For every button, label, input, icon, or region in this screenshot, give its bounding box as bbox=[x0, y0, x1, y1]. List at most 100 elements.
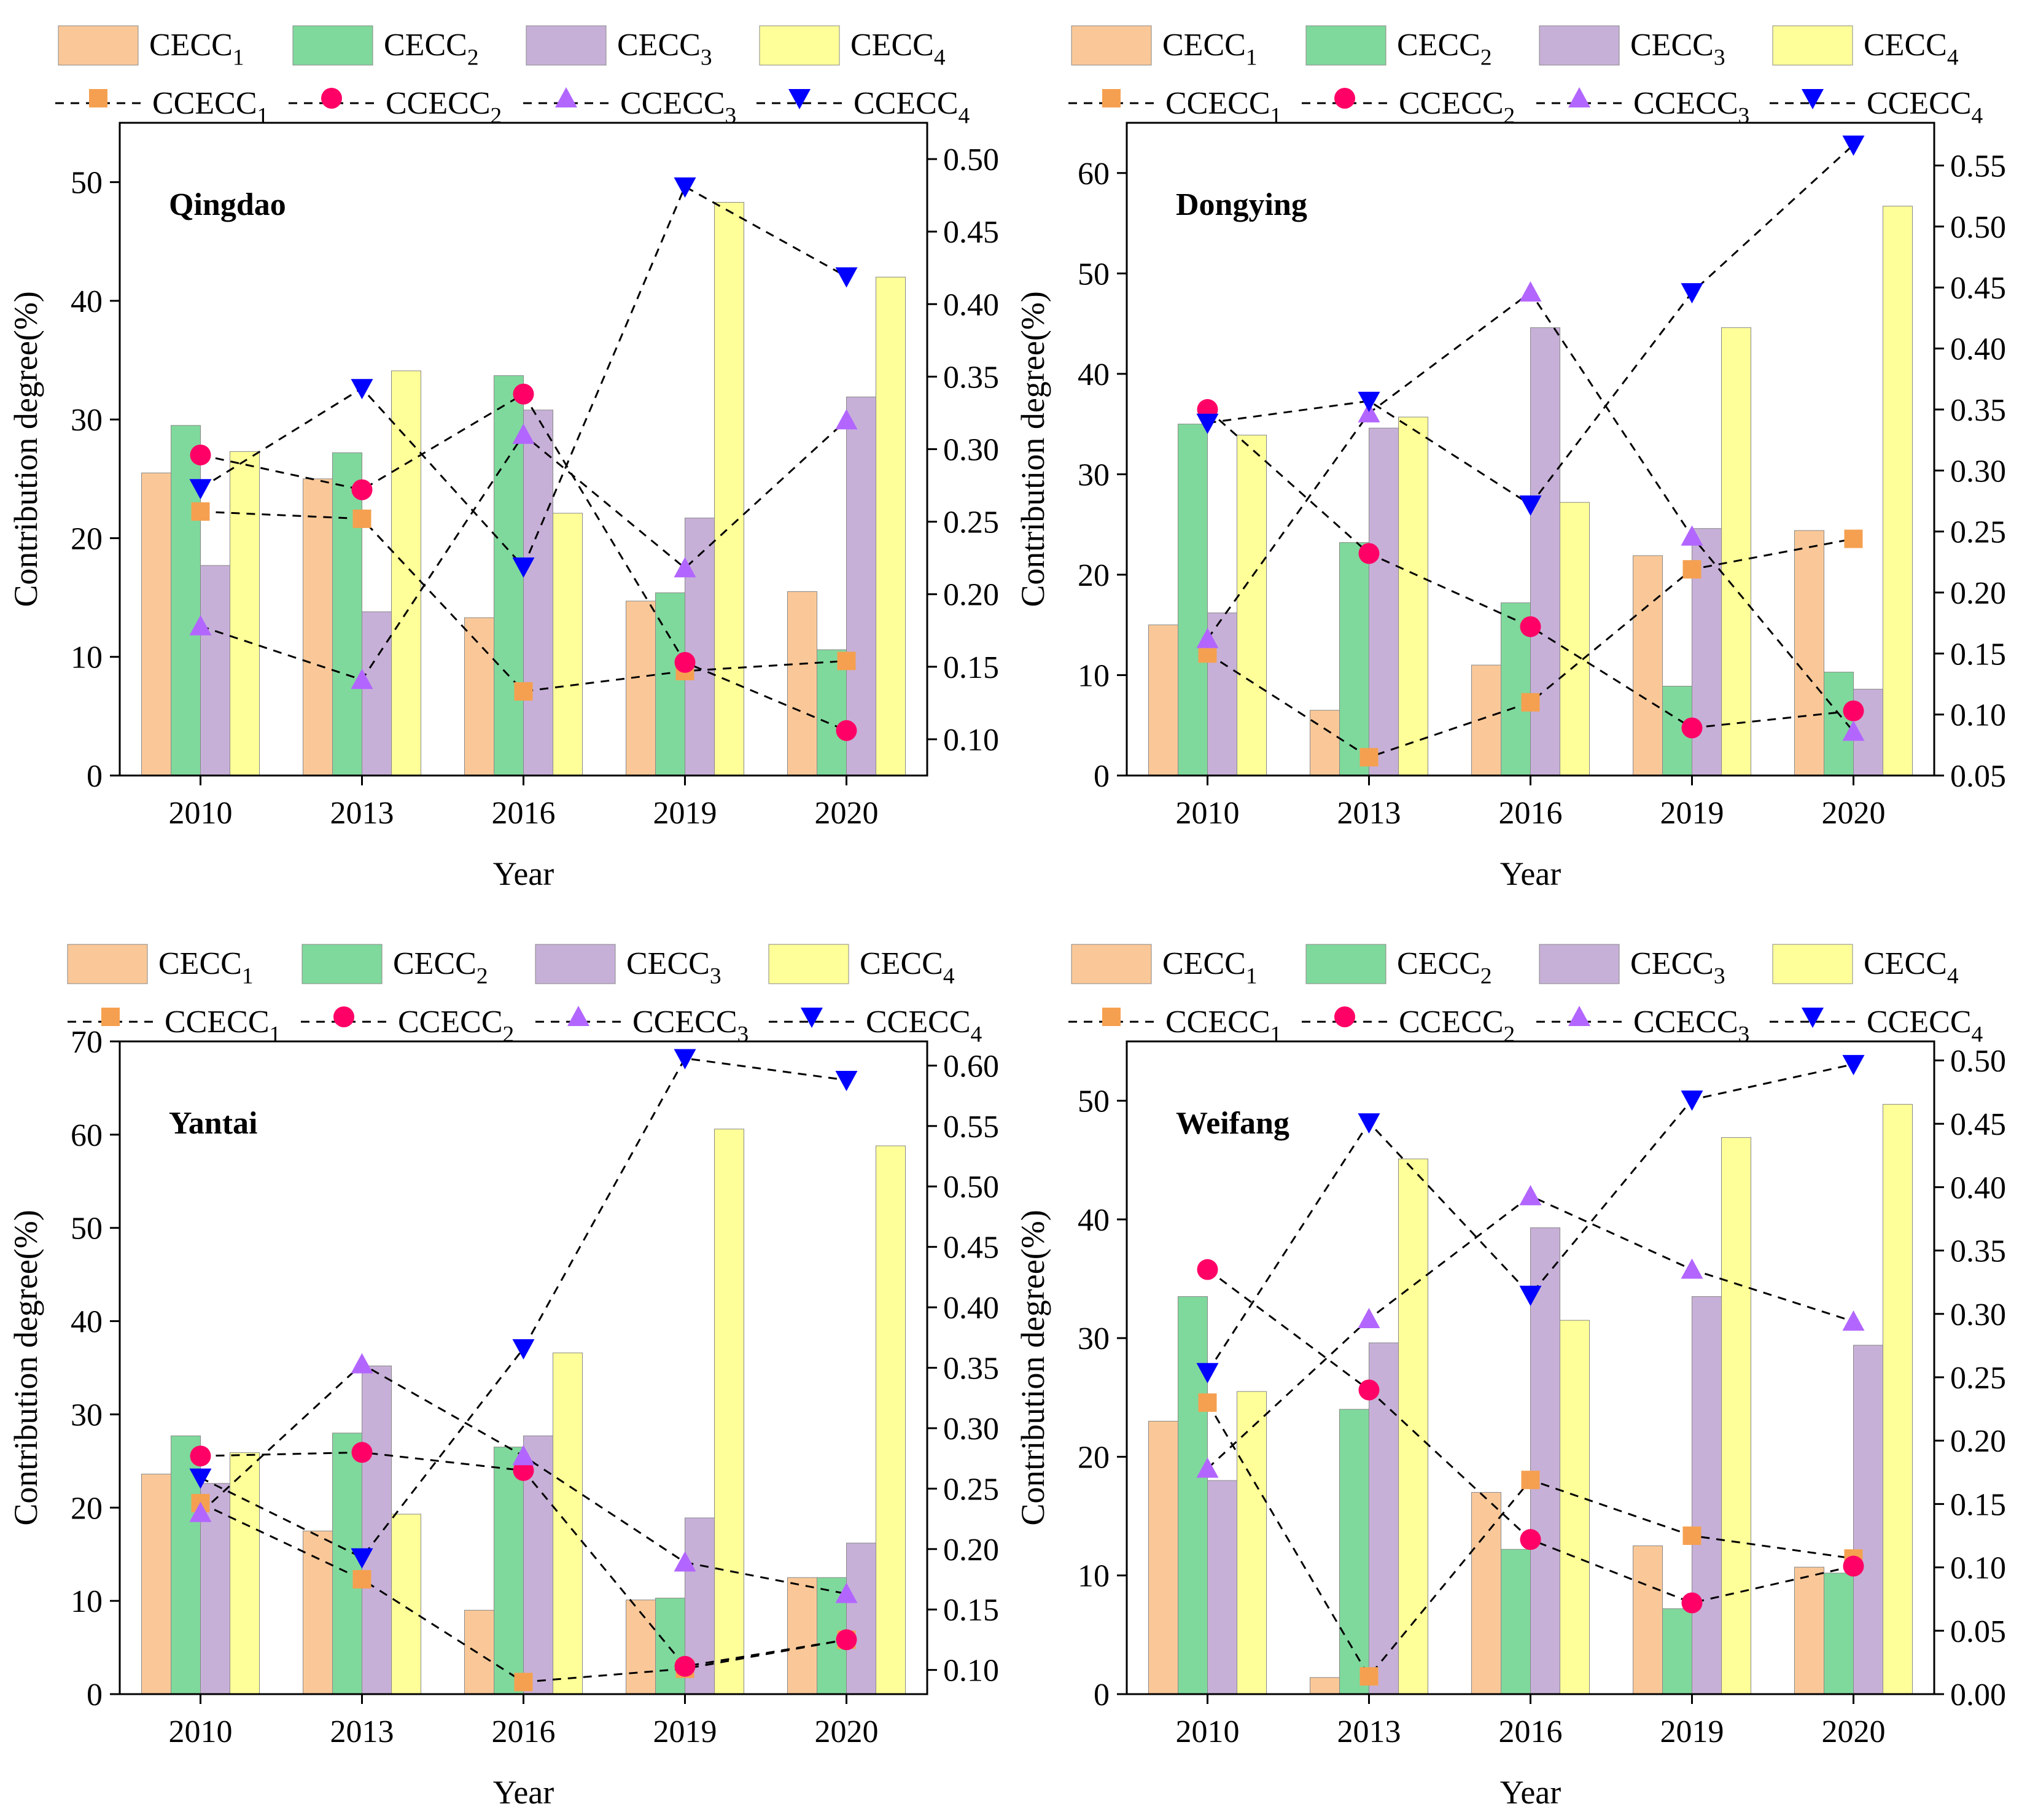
legend-label-cecc3-base: CECC bbox=[1630, 28, 1714, 63]
legend-swatch-cecc2 bbox=[1305, 944, 1386, 984]
bar-cecc1-2013 bbox=[303, 1530, 333, 1695]
legend-label-cecc3-base: CECC bbox=[1630, 946, 1714, 981]
bar-cecc2-2010 bbox=[171, 425, 201, 776]
bar-cecc3-2013 bbox=[1369, 1342, 1399, 1695]
legend-label-ccecc2-base: CCECC bbox=[1399, 86, 1504, 121]
bar-cecc1-2010 bbox=[141, 1474, 171, 1695]
legend-swatch-cecc4 bbox=[768, 944, 849, 984]
legend-swatch-cecc3 bbox=[1539, 944, 1620, 984]
point-ccecc4-2020 bbox=[1842, 1055, 1865, 1076]
bar-cecc3-2016 bbox=[1530, 1227, 1560, 1695]
legend-label-ccecc2-subscript: 2 bbox=[503, 1022, 515, 1048]
chart-title: Qingdao bbox=[169, 187, 286, 222]
legend-label-ccecc1-subscript: 1 bbox=[1270, 1022, 1282, 1048]
point-ccecc4-2019 bbox=[1681, 1090, 1703, 1111]
legend-label-ccecc3-subscript: 3 bbox=[1738, 1022, 1750, 1048]
legend-swatch-cecc4 bbox=[1772, 944, 1853, 984]
legend-label-cecc2: CECC2 bbox=[393, 946, 488, 989]
legend-label-cecc1-base: CECC bbox=[158, 946, 242, 981]
legend-label-ccecc4-subscript: 4 bbox=[971, 1022, 982, 1048]
bar-cecc1-2013 bbox=[1310, 1677, 1340, 1695]
legend-marker-ccecc2 bbox=[1334, 88, 1355, 109]
legend-label-cecc2-subscript: 2 bbox=[467, 45, 479, 71]
legend-label-ccecc4: CCECC4 bbox=[854, 86, 970, 129]
point-ccecc3-2016 bbox=[512, 423, 535, 444]
bar-cecc4-2010 bbox=[1237, 435, 1267, 776]
y2-tick-label: 0.20 bbox=[1950, 576, 2006, 611]
point-ccecc2-2020 bbox=[1843, 1555, 1864, 1577]
point-ccecc3-2010 bbox=[189, 1501, 212, 1522]
legend-marker-ccecc1 bbox=[1102, 89, 1121, 107]
legend-label-ccecc2: CCECC2 bbox=[1399, 86, 1515, 129]
point-ccecc4-2010 bbox=[1196, 413, 1219, 434]
point-ccecc4-2019 bbox=[674, 177, 696, 198]
y-tick-label: 20 bbox=[1078, 558, 1110, 593]
point-ccecc4-2010 bbox=[189, 479, 212, 500]
chart-title: Yantai bbox=[169, 1106, 257, 1141]
x-axis-title: Year bbox=[1500, 1774, 1561, 1811]
legend-swatch-cecc3 bbox=[526, 25, 607, 66]
x-tick-label-2016: 2016 bbox=[1499, 796, 1563, 831]
legend-swatch-cecc2 bbox=[1305, 25, 1386, 66]
bar-cecc2-2013 bbox=[1339, 1409, 1369, 1695]
point-ccecc4-2019 bbox=[674, 1049, 696, 1070]
x-tick-label-2013: 2013 bbox=[330, 796, 394, 831]
y-tick-label: 50 bbox=[71, 166, 103, 201]
legend-label-ccecc2-subscript: 2 bbox=[1504, 104, 1515, 129]
bar-cecc4-2020 bbox=[876, 276, 906, 776]
bar-cecc4-2013 bbox=[391, 1514, 421, 1695]
legend-marker-ccecc4 bbox=[1802, 1008, 1824, 1028]
legend-label-ccecc1-base: CCECC bbox=[1165, 1005, 1270, 1040]
x-tick-label-2019: 2019 bbox=[653, 1714, 717, 1749]
bar-cecc2-2020 bbox=[817, 649, 847, 776]
point-ccecc1-2013 bbox=[1359, 1667, 1379, 1686]
y-tick-label: 10 bbox=[1078, 658, 1110, 693]
point-ccecc2-2013 bbox=[1358, 1379, 1380, 1401]
legend-label-cecc2-base: CECC bbox=[384, 28, 467, 63]
legend-label-ccecc1-base: CCECC bbox=[165, 1005, 270, 1040]
point-ccecc1-2016 bbox=[1521, 1471, 1540, 1490]
y2-tick-label: 0.35 bbox=[1950, 1234, 2006, 1269]
bar-cecc2-2020 bbox=[1824, 1573, 1854, 1695]
point-ccecc3-2010 bbox=[189, 615, 212, 636]
y2-tick-label: 0.30 bbox=[1950, 454, 2006, 489]
point-ccecc3-2013 bbox=[351, 669, 373, 690]
legend-label-ccecc4-subscript: 4 bbox=[1972, 104, 1983, 129]
y2-tick-label: 0.50 bbox=[1950, 1044, 2006, 1079]
x-axis: 2010 2013 2016 2019 2020 bbox=[169, 776, 879, 831]
point-ccecc4-2013 bbox=[351, 1548, 373, 1569]
point-ccecc1-2013 bbox=[1359, 748, 1379, 767]
y2-tick-label: 0.15 bbox=[943, 650, 999, 685]
legend-label-cecc2-base: CECC bbox=[393, 946, 476, 981]
y-tick-label: 30 bbox=[71, 403, 103, 438]
bar-cecc1-2013 bbox=[303, 478, 333, 776]
y2-tick-label: 0.40 bbox=[943, 1291, 999, 1326]
legend-marker-ccecc4 bbox=[788, 89, 811, 109]
legend-label-ccecc1-subscript: 1 bbox=[257, 104, 269, 129]
legend-swatch-cecc4 bbox=[1772, 25, 1853, 66]
y-axis-title: Contribution degree(%) bbox=[7, 1210, 44, 1525]
y2-tick-label: 0.55 bbox=[943, 1110, 999, 1145]
x-tick-label-2016: 2016 bbox=[1499, 1714, 1563, 1749]
point-ccecc3-2016 bbox=[1519, 281, 1542, 302]
legend-marker-ccecc3 bbox=[567, 1006, 589, 1026]
legend-label-cecc1-base: CECC bbox=[1162, 28, 1246, 63]
bar-cecc1-2020 bbox=[1794, 530, 1824, 776]
y2-tick-label: 0.35 bbox=[1950, 393, 2006, 428]
x-tick-label-2010: 2010 bbox=[1176, 1714, 1240, 1749]
x-tick-label-2013: 2013 bbox=[1337, 1714, 1401, 1749]
legend-label-cecc2-subscript: 2 bbox=[1480, 45, 1492, 71]
y-tick-label: 50 bbox=[1078, 1084, 1110, 1119]
legend-label-ccecc2-base: CCECC bbox=[386, 86, 491, 121]
bar-cecc1-2016 bbox=[464, 1609, 494, 1695]
y2-tick-label: 0.15 bbox=[1950, 1487, 2006, 1522]
legend-label-cecc3-base: CECC bbox=[617, 28, 701, 63]
point-ccecc1-2016 bbox=[514, 1673, 533, 1692]
bar-cecc3-2016 bbox=[523, 410, 553, 776]
bar-cecc4-2010 bbox=[230, 1452, 260, 1695]
y2-tick-label: 0.30 bbox=[1950, 1297, 2006, 1332]
point-ccecc2-2010 bbox=[1197, 1259, 1218, 1280]
